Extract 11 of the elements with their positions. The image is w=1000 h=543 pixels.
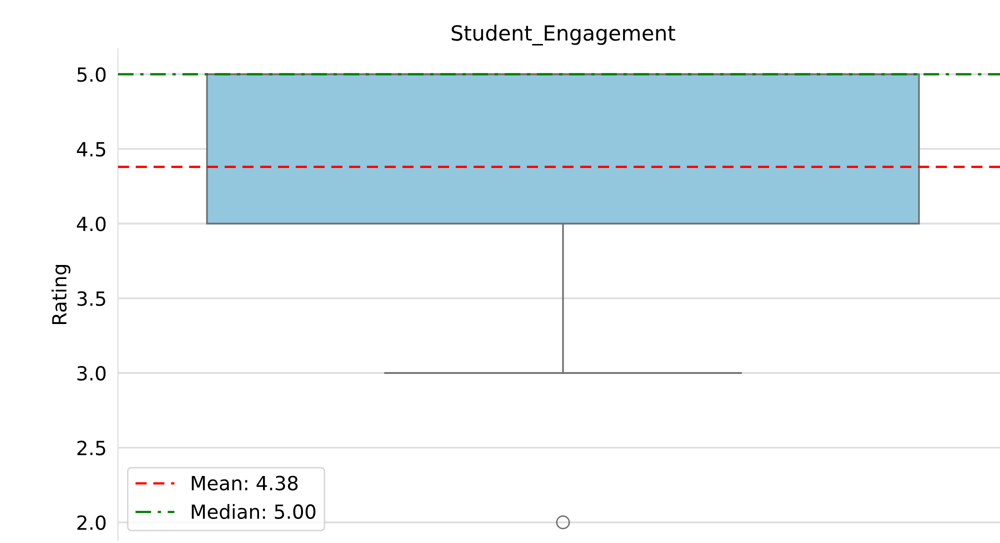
y-tick-label: 4.0 — [76, 216, 106, 232]
y-tick-label: 3.0 — [77, 366, 106, 381]
chart-title: Student_Engagement — [452, 24, 676, 46]
y-tick-label: 4.5 — [76, 142, 106, 157]
legend-label: Mean: 4.38 — [192, 476, 298, 490]
y-tick-label: 2.5 — [77, 440, 106, 456]
y-tick-label: 3.5 — [77, 291, 106, 306]
y-tick-label: 2.0 — [77, 515, 106, 530]
y-tick-label: 5.0 — [77, 67, 106, 82]
legend-label: Median: 5.00 — [192, 504, 316, 520]
y-axis-title: Rating — [52, 265, 70, 324]
